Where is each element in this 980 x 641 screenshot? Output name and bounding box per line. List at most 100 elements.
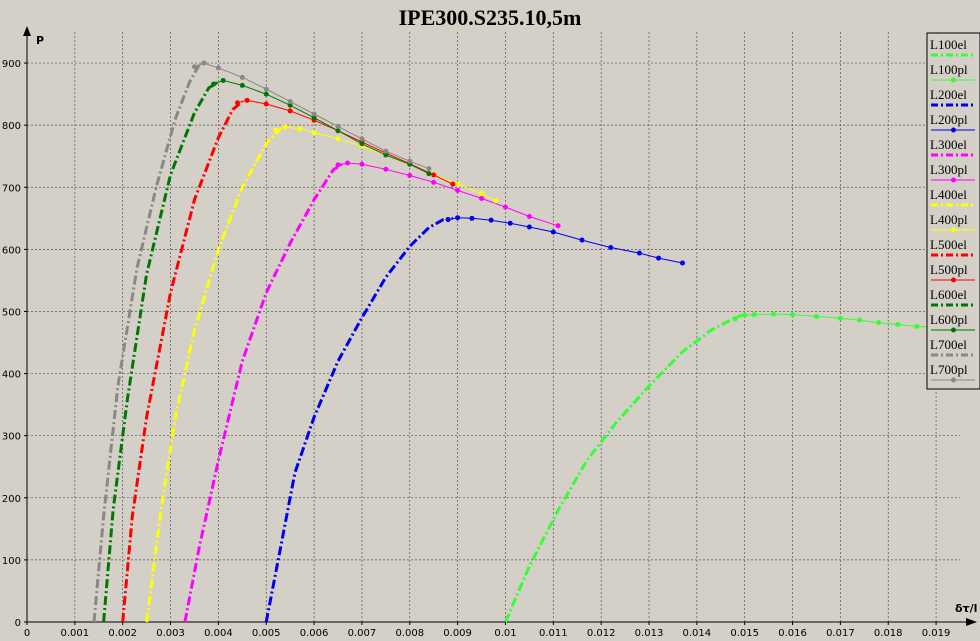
legend-marker-L500pl bbox=[951, 277, 956, 283]
data-point-L400pl-4 bbox=[335, 136, 341, 142]
data-point-L300pl-6 bbox=[455, 187, 461, 193]
x-tick-label-4: 0.004 bbox=[204, 628, 233, 639]
legend-marker-L400pl bbox=[951, 227, 956, 233]
data-point-L300pl-8 bbox=[502, 204, 508, 210]
series-L300pl bbox=[335, 160, 561, 229]
data-point-L200pl-0 bbox=[445, 217, 451, 223]
data-point-L600pl-5 bbox=[311, 115, 317, 121]
x-tick-label-8: 0.008 bbox=[395, 628, 424, 639]
legend-marker-L100pl bbox=[951, 77, 956, 83]
data-point-L100pl-9 bbox=[895, 322, 901, 328]
x-tick-label-1: 0.001 bbox=[61, 628, 90, 639]
x-tick-label-17: 0.017 bbox=[826, 628, 855, 639]
data-point-L300pl-4 bbox=[407, 172, 413, 178]
legend-marker-L700pl bbox=[951, 377, 956, 383]
data-point-L700pl-1 bbox=[201, 60, 207, 66]
data-point-L700pl-9 bbox=[383, 148, 389, 154]
data-point-L500pl-3 bbox=[287, 108, 293, 114]
y-tick-label-8: 800 bbox=[2, 121, 21, 132]
data-point-L600pl-1 bbox=[220, 77, 226, 83]
data-point-L700pl-4 bbox=[263, 86, 269, 92]
data-point-L100pl-2 bbox=[751, 312, 757, 318]
legend: L100el L100pl L200el L200pl L300el L300pl L400… bbox=[926, 32, 980, 390]
data-point-L600pl-10 bbox=[426, 171, 432, 177]
x-tick-label-19: 0.019 bbox=[922, 628, 951, 639]
series-L400el bbox=[145, 127, 282, 623]
data-point-L100pl-7 bbox=[857, 317, 863, 323]
data-point-L600pl-2 bbox=[239, 82, 245, 88]
data-point-L600pl-6 bbox=[335, 128, 341, 134]
legend-marker-L600pl bbox=[951, 327, 956, 333]
series-line-L700el bbox=[92, 64, 201, 623]
series-line-L700pl bbox=[194, 62, 430, 170]
x-tick-label-18: 0.018 bbox=[874, 628, 903, 639]
x-tick-label-5: 0.005 bbox=[252, 628, 281, 639]
data-point-L600pl-7 bbox=[359, 141, 365, 147]
legend-label-L300el: L300el bbox=[930, 137, 967, 152]
x-tick-label-12: 0.012 bbox=[587, 628, 616, 639]
data-point-L400pl-9 bbox=[455, 181, 461, 187]
data-point-L100pl-0 bbox=[732, 316, 738, 322]
x-tick-label-3: 0.003 bbox=[156, 628, 185, 639]
data-point-L400pl-3 bbox=[311, 130, 317, 136]
data-point-L200pl-11 bbox=[679, 260, 685, 266]
data-point-L700pl-11 bbox=[426, 166, 432, 172]
legend-label-L400el: L400el bbox=[930, 187, 967, 202]
data-point-L200pl-5 bbox=[526, 224, 532, 230]
data-point-L100pl-3 bbox=[770, 311, 776, 317]
y-axis-ticks: 0 100 200 300 400 500 600 700 800 900 bbox=[2, 59, 27, 629]
data-point-L500pl-9 bbox=[431, 172, 437, 178]
x-tick-label-14: 0.014 bbox=[683, 628, 712, 639]
grid bbox=[27, 32, 960, 622]
x-tick-label-15: 0.015 bbox=[730, 628, 759, 639]
y-tick-label-4: 400 bbox=[2, 370, 21, 381]
data-point-L400pl-10 bbox=[479, 190, 485, 196]
series-line-L300el bbox=[183, 162, 344, 623]
data-point-L400pl-1 bbox=[282, 124, 288, 130]
plot-area bbox=[92, 60, 963, 623]
series-L200el bbox=[264, 216, 454, 623]
data-point-L100pl-10 bbox=[914, 323, 920, 329]
x-tick-label-10: 0.01 bbox=[494, 628, 516, 639]
legend-label-L600el: L600el bbox=[930, 287, 967, 302]
series-L200pl bbox=[445, 215, 685, 266]
x-tick-label-11: 0.011 bbox=[539, 628, 568, 639]
data-point-L600pl-0 bbox=[211, 81, 217, 87]
series-line-L200el bbox=[264, 216, 454, 623]
data-point-L600pl-4 bbox=[287, 102, 293, 108]
data-point-L500pl-0 bbox=[235, 100, 241, 106]
data-point-L400pl-2 bbox=[297, 126, 303, 132]
series-L100el bbox=[504, 313, 746, 623]
x-tick-label-9: 0.009 bbox=[443, 628, 472, 639]
y-tick-label-3: 300 bbox=[2, 432, 21, 443]
data-point-L400pl-0 bbox=[273, 127, 279, 133]
data-point-L700pl-3 bbox=[239, 74, 245, 80]
data-point-L700pl-10 bbox=[407, 158, 413, 164]
chart-title: IPE300.S235.10,5m bbox=[399, 5, 582, 30]
y-tick-label-5: 500 bbox=[2, 307, 21, 318]
legend-label-L400pl: L400pl bbox=[930, 212, 968, 227]
legend-label-L700el: L700el bbox=[930, 337, 967, 352]
data-point-L300pl-0 bbox=[335, 162, 341, 168]
data-point-L300pl-1 bbox=[345, 160, 351, 166]
y-tick-label-1: 100 bbox=[2, 556, 21, 567]
data-point-L200pl-6 bbox=[550, 229, 556, 235]
data-point-L500pl-1 bbox=[244, 97, 250, 103]
data-point-L100pl-5 bbox=[813, 313, 819, 319]
x-tick-label-6: 0.006 bbox=[300, 628, 329, 639]
x-axis-arrow bbox=[966, 618, 977, 626]
data-point-L500pl-10 bbox=[450, 181, 456, 187]
series-L600pl bbox=[211, 77, 432, 177]
series-L700pl bbox=[191, 60, 432, 172]
data-point-L700pl-7 bbox=[335, 123, 341, 129]
x-tick-label-16: 0.016 bbox=[778, 628, 807, 639]
y-tick-label-9: 900 bbox=[2, 59, 21, 70]
data-point-L700pl-8 bbox=[359, 136, 365, 142]
data-point-L300pl-7 bbox=[479, 195, 485, 201]
data-point-L200pl-2 bbox=[469, 215, 475, 221]
legend-label-L700pl: L700pl bbox=[930, 362, 968, 377]
y-axis-arrow bbox=[23, 26, 31, 36]
data-point-L300pl-5 bbox=[431, 179, 437, 185]
legend-label-L500el: L500el bbox=[930, 237, 967, 252]
data-point-L700pl-2 bbox=[215, 65, 221, 71]
